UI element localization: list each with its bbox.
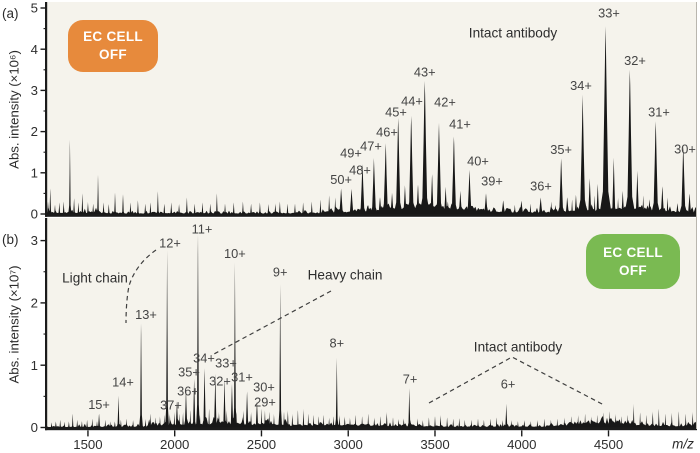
panel-a-peak-label-50+: 50+ bbox=[330, 172, 352, 187]
badge-a-line-2: OFF bbox=[99, 47, 127, 62]
annotation-intact-antibody-panel-b: Intact antibody bbox=[473, 339, 563, 355]
panel-b-x-axis-line bbox=[45, 427, 697, 431]
panel-a-peak-label-36+: 36+ bbox=[530, 178, 552, 193]
panel-b-peak-label-13+: 13+ bbox=[135, 307, 157, 322]
panel-a-peak-label-46+: 46+ bbox=[376, 124, 398, 139]
panel-b-y-tick-label-3: 3 bbox=[31, 233, 38, 248]
panel-b-peak-label-11+: 11+ bbox=[192, 221, 213, 236]
x-tick-label-1500: 1500 bbox=[73, 437, 102, 452]
panel-b-peak-label-12+: 12+ bbox=[159, 235, 181, 250]
panel-b-y-tick-label-2: 2 bbox=[31, 296, 38, 311]
panel-a-y-tick-label-0: 0 bbox=[31, 207, 38, 222]
panel-a-peak-label-42+: 42+ bbox=[434, 94, 456, 109]
x-tick-label-4000: 4000 bbox=[507, 437, 536, 452]
panel-a-peak-label-47+: 47+ bbox=[360, 138, 382, 153]
panel-b-peak-label-14+: 14+ bbox=[112, 374, 134, 389]
panel-b-peak-label-33+: 33+ bbox=[215, 355, 237, 370]
x-tick-label-3000: 3000 bbox=[334, 437, 363, 452]
ec-cell-off-badge-panel-a: EC CELL OFF bbox=[68, 20, 158, 72]
panel-b-y-tick-label-1: 1 bbox=[31, 358, 38, 373]
panel-b-y-axis-line bbox=[45, 218, 48, 431]
x-tick-label-3500: 3500 bbox=[420, 437, 449, 452]
panel-a-peak-label-49+: 49+ bbox=[340, 145, 362, 160]
panel-b-peak-label-8+: 8+ bbox=[329, 335, 344, 350]
panel-a-x-axis-line bbox=[45, 213, 697, 217]
panel-a-y-axis-label: Abs. intensity (×10⁶) bbox=[6, 50, 22, 169]
panel-a-y-tick-label-2: 2 bbox=[31, 124, 38, 139]
panel-a-peak-label-30+: 30+ bbox=[674, 141, 696, 156]
panel-a-peak-label-41+: 41+ bbox=[449, 116, 471, 131]
x-tick-label-2500: 2500 bbox=[247, 437, 276, 452]
x-axis-label-mz: m/z bbox=[672, 436, 694, 452]
panel-b-y-axis-label: Abs. intensity (×10⁷) bbox=[6, 265, 22, 384]
panel-b-peak-label-31+: 31+ bbox=[231, 369, 253, 384]
x-tick-label-4500: 4500 bbox=[594, 437, 623, 452]
panel-a-peak-label-39+: 39+ bbox=[481, 173, 503, 188]
panel-a-peak-label-44+: 44+ bbox=[401, 93, 423, 108]
panel-b-peak-label-9+: 9+ bbox=[273, 264, 288, 279]
annotation-heavy-chain: Heavy chain bbox=[307, 267, 383, 283]
x-tick-label-2000: 2000 bbox=[160, 437, 189, 452]
panel-b-peak-label-37+: 37+ bbox=[160, 397, 182, 412]
panel-a-peak-label-32+: 32+ bbox=[624, 53, 646, 68]
panel-b-peak-label-35+: 35+ bbox=[178, 364, 200, 379]
panel-a-peak-label-45+: 45+ bbox=[385, 104, 407, 119]
ec-cell-off-badge-panel-b: EC CELL OFF bbox=[586, 234, 680, 289]
panel-a-y-tick-label-4: 4 bbox=[31, 42, 38, 57]
panel-a-y-axis-line bbox=[45, 2, 48, 217]
annotation-intact-antibody-panel-a: Intact antibody bbox=[468, 25, 558, 41]
panel-a-y-tick-label-1: 1 bbox=[31, 165, 38, 180]
panel-b-peak-label-10+: 10+ bbox=[224, 246, 246, 261]
badge-a-line-1: EC CELL bbox=[83, 29, 143, 45]
panel-b-peak-label-29+: 29+ bbox=[254, 394, 276, 409]
panel-b-tag: (b) bbox=[2, 232, 19, 247]
panel-a-peak-label-34+: 34+ bbox=[570, 78, 592, 93]
panel-b-peak-label-34+: 34+ bbox=[193, 350, 215, 365]
badge-b-line-2: OFF bbox=[619, 262, 647, 278]
panel-b-peak-label-36+: 36+ bbox=[177, 383, 199, 398]
panel-a-tag: (a) bbox=[2, 6, 19, 21]
panel-b-y-tick-label-0: 0 bbox=[31, 420, 38, 435]
panel-a-peak-label-33+: 33+ bbox=[598, 5, 620, 20]
panel-a-y-tick-label-5: 5 bbox=[31, 1, 38, 16]
panel-b-peak-label-6+: 6+ bbox=[501, 376, 516, 391]
panel-b-peak-label-15+: 15+ bbox=[88, 397, 110, 412]
annotation-light-chain: Light chain bbox=[62, 270, 128, 286]
panel-a-y-tick-label-3: 3 bbox=[31, 83, 38, 98]
heavy-chain-leader-line bbox=[213, 290, 332, 355]
badge-b-line-1: EC CELL bbox=[603, 244, 663, 260]
light-chain-leader-line bbox=[125, 249, 157, 324]
panel-a-peak-label-48+: 48+ bbox=[349, 162, 371, 177]
panel-b-peak-label-32+: 32+ bbox=[209, 373, 231, 388]
panel-b-peak-label-7+: 7+ bbox=[403, 372, 418, 387]
panel-a-peak-label-40+: 40+ bbox=[467, 153, 489, 168]
panel-a-peak-label-43+: 43+ bbox=[414, 64, 436, 79]
panel-a-peaks-trace bbox=[46, 26, 693, 214]
panel-a-peak-label-35+: 35+ bbox=[550, 142, 572, 157]
intact-antibody-leader-caret bbox=[428, 356, 605, 406]
panel-a-peak-label-31+: 31+ bbox=[648, 105, 670, 120]
panel-b-peak-label-30+: 30+ bbox=[253, 379, 275, 394]
